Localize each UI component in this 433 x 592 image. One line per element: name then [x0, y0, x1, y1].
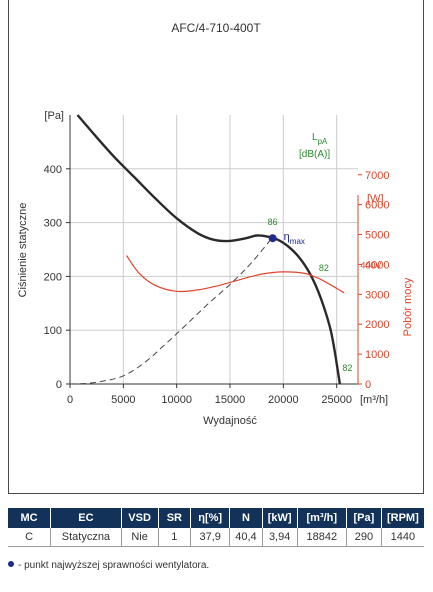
spec-table: MC EC VSD SR η[%] N [kW] [m³/h] [Pa] [RP…: [8, 508, 424, 547]
y-left-tick-label: 400: [44, 164, 62, 176]
y-right-tick-label: 2000: [365, 319, 389, 331]
col-vsd: VSD: [121, 508, 159, 528]
sound-level-label-main: L: [312, 132, 318, 143]
max-efficiency-label-main: η: [284, 231, 290, 243]
cell-efficiency: 37,9: [190, 528, 231, 547]
x-tick-label: 5000: [111, 394, 135, 406]
col-efficiency: η[%]: [190, 508, 231, 528]
y-right-tick-label: 6000: [365, 200, 389, 212]
chart-title: AFC/4-710-400T: [171, 21, 261, 35]
y-right-tick-label: 1000: [365, 349, 389, 361]
col-ec: EC: [50, 508, 122, 528]
system-line-dashed: [70, 236, 274, 384]
y-right-tick-label: 5000: [365, 230, 389, 242]
y-right-tick-label: 3000: [365, 289, 389, 301]
y-left-tick-label: 200: [44, 271, 62, 283]
power-curve-400v: [126, 255, 345, 294]
cell-rpm: 1440: [381, 528, 424, 547]
y-left-unit: [Pa]: [44, 110, 64, 122]
y-left-axis-title: Ciśnienie statyczne: [17, 203, 29, 298]
cell-vsd: Nie: [121, 528, 159, 547]
x-axis-title: Wydajność: [203, 415, 257, 427]
efficiency-label: 86: [268, 217, 278, 227]
max-efficiency-label: ηmax: [284, 231, 305, 246]
cell-n: 40,4: [229, 528, 263, 547]
max-efficiency-point: [268, 234, 277, 243]
y-right-tick-label: 0: [365, 379, 371, 391]
chart-frame: [8, 0, 424, 494]
cell-mc: C: [8, 528, 52, 547]
x-tick-label: 0: [67, 394, 73, 406]
pressure-curve: [76, 114, 342, 384]
max-point-legend-icon: [8, 561, 14, 567]
sound-level-label-sub: pA: [318, 137, 328, 146]
efficiency-label: 82: [342, 363, 352, 373]
x-tick-label: 25000: [321, 394, 352, 406]
y-left-tick-label: 100: [44, 325, 62, 337]
x-tick-label: 10000: [161, 394, 192, 406]
efficiency-label: 82: [319, 263, 329, 273]
spec-table-header-row: MC EC VSD SR η[%] N [kW] [m³/h] [Pa] [RP…: [8, 508, 424, 528]
y-left-tick-label: 0: [56, 379, 62, 391]
col-pa: [Pa]: [346, 508, 382, 528]
cell-ec: Statyczna: [50, 528, 122, 547]
col-rpm: [RPM]: [381, 508, 424, 528]
cell-sr: 1: [158, 528, 192, 547]
fan-curve-chart: AFC/4-710-400T 0 100 200 300 400 [Pa] Ciśnienie…: [17, 21, 414, 427]
cell-pa: 290: [346, 528, 382, 547]
col-flow: [m³/h]: [297, 508, 348, 528]
y-left-tick-label: 300: [44, 218, 62, 230]
y-right-tick-label: 4000: [365, 259, 389, 271]
col-sr: SR: [158, 508, 192, 528]
footnote-text: - punkt najwyższej sprawności wentylator…: [18, 560, 210, 571]
y-right-axis-title: Pobór mocy: [402, 277, 414, 336]
footnote: - punkt najwyższej sprawności wentylator…: [8, 560, 209, 571]
cell-flow: 18842: [297, 528, 348, 547]
x-tick-label: 15000: [215, 394, 246, 406]
cell-kw: 3,94: [262, 528, 298, 547]
col-n: N: [229, 508, 263, 528]
y-right-unit: [W]: [367, 193, 384, 205]
sound-level-unit: [dB(A)]: [299, 149, 330, 160]
max-efficiency-label-sub: max: [290, 237, 305, 246]
col-kw: [kW]: [262, 508, 298, 528]
spec-table-row: C Statyczna Nie 1 37,9 40,4 3,94 18842 2…: [8, 528, 424, 547]
sound-level-label: LpA: [312, 132, 328, 146]
power-series-label: 400V: [360, 260, 381, 270]
x-tick-label: 20000: [268, 394, 299, 406]
y-right-tick-label: 7000: [365, 170, 389, 182]
col-mc: MC: [8, 508, 52, 528]
x-axis-unit: [m³/h]: [360, 394, 388, 406]
